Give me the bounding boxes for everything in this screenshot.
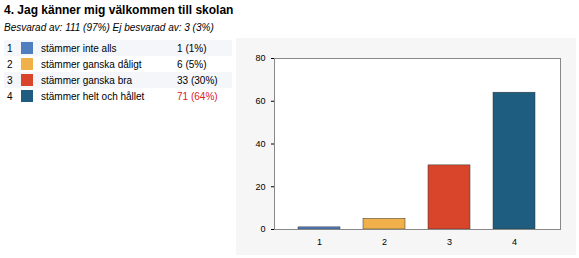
html-text:71 (64%): 71 (64%) (177, 90, 218, 102)
svg-text:80: 80 (255, 53, 265, 63)
html-text:1: 1 (7, 42, 13, 54)
html-text:stämmer inte alls: stämmer inte alls (41, 42, 117, 54)
html-text:4. Jag känner mig välkommen ti: 4. Jag känner mig välkommen till skolan (4, 3, 234, 17)
svg-text:1: 1 (317, 237, 322, 247)
svg-text:2: 2 (382, 237, 387, 247)
html-text:33 (30%): 33 (30%) (177, 74, 218, 86)
svg-text:0: 0 (260, 224, 265, 234)
html-text:4: 4 (7, 90, 13, 102)
html-text:6 (5%): 6 (5%) (177, 58, 207, 70)
svg-text:20: 20 (255, 182, 265, 192)
html-text:stämmer ganska bra: stämmer ganska bra (41, 74, 133, 86)
html-text:stämmer helt och hållet: stämmer helt och hållet (41, 90, 145, 102)
html-text:2: 2 (7, 58, 13, 70)
svg-text:40: 40 (255, 139, 265, 149)
svg-text:60: 60 (255, 96, 265, 106)
html-text:stämmer ganska dåligt: stämmer ganska dåligt (41, 58, 142, 70)
html-text:Besvarad av: 111 (97%) Ej besv: Besvarad av: 111 (97%) Ej besvarad av: 3… (4, 22, 214, 33)
svg-text:3: 3 (447, 237, 452, 247)
svg-text:4: 4 (512, 237, 517, 247)
html-text:1 (1%): 1 (1%) (177, 42, 207, 54)
html-text:3: 3 (7, 74, 13, 86)
